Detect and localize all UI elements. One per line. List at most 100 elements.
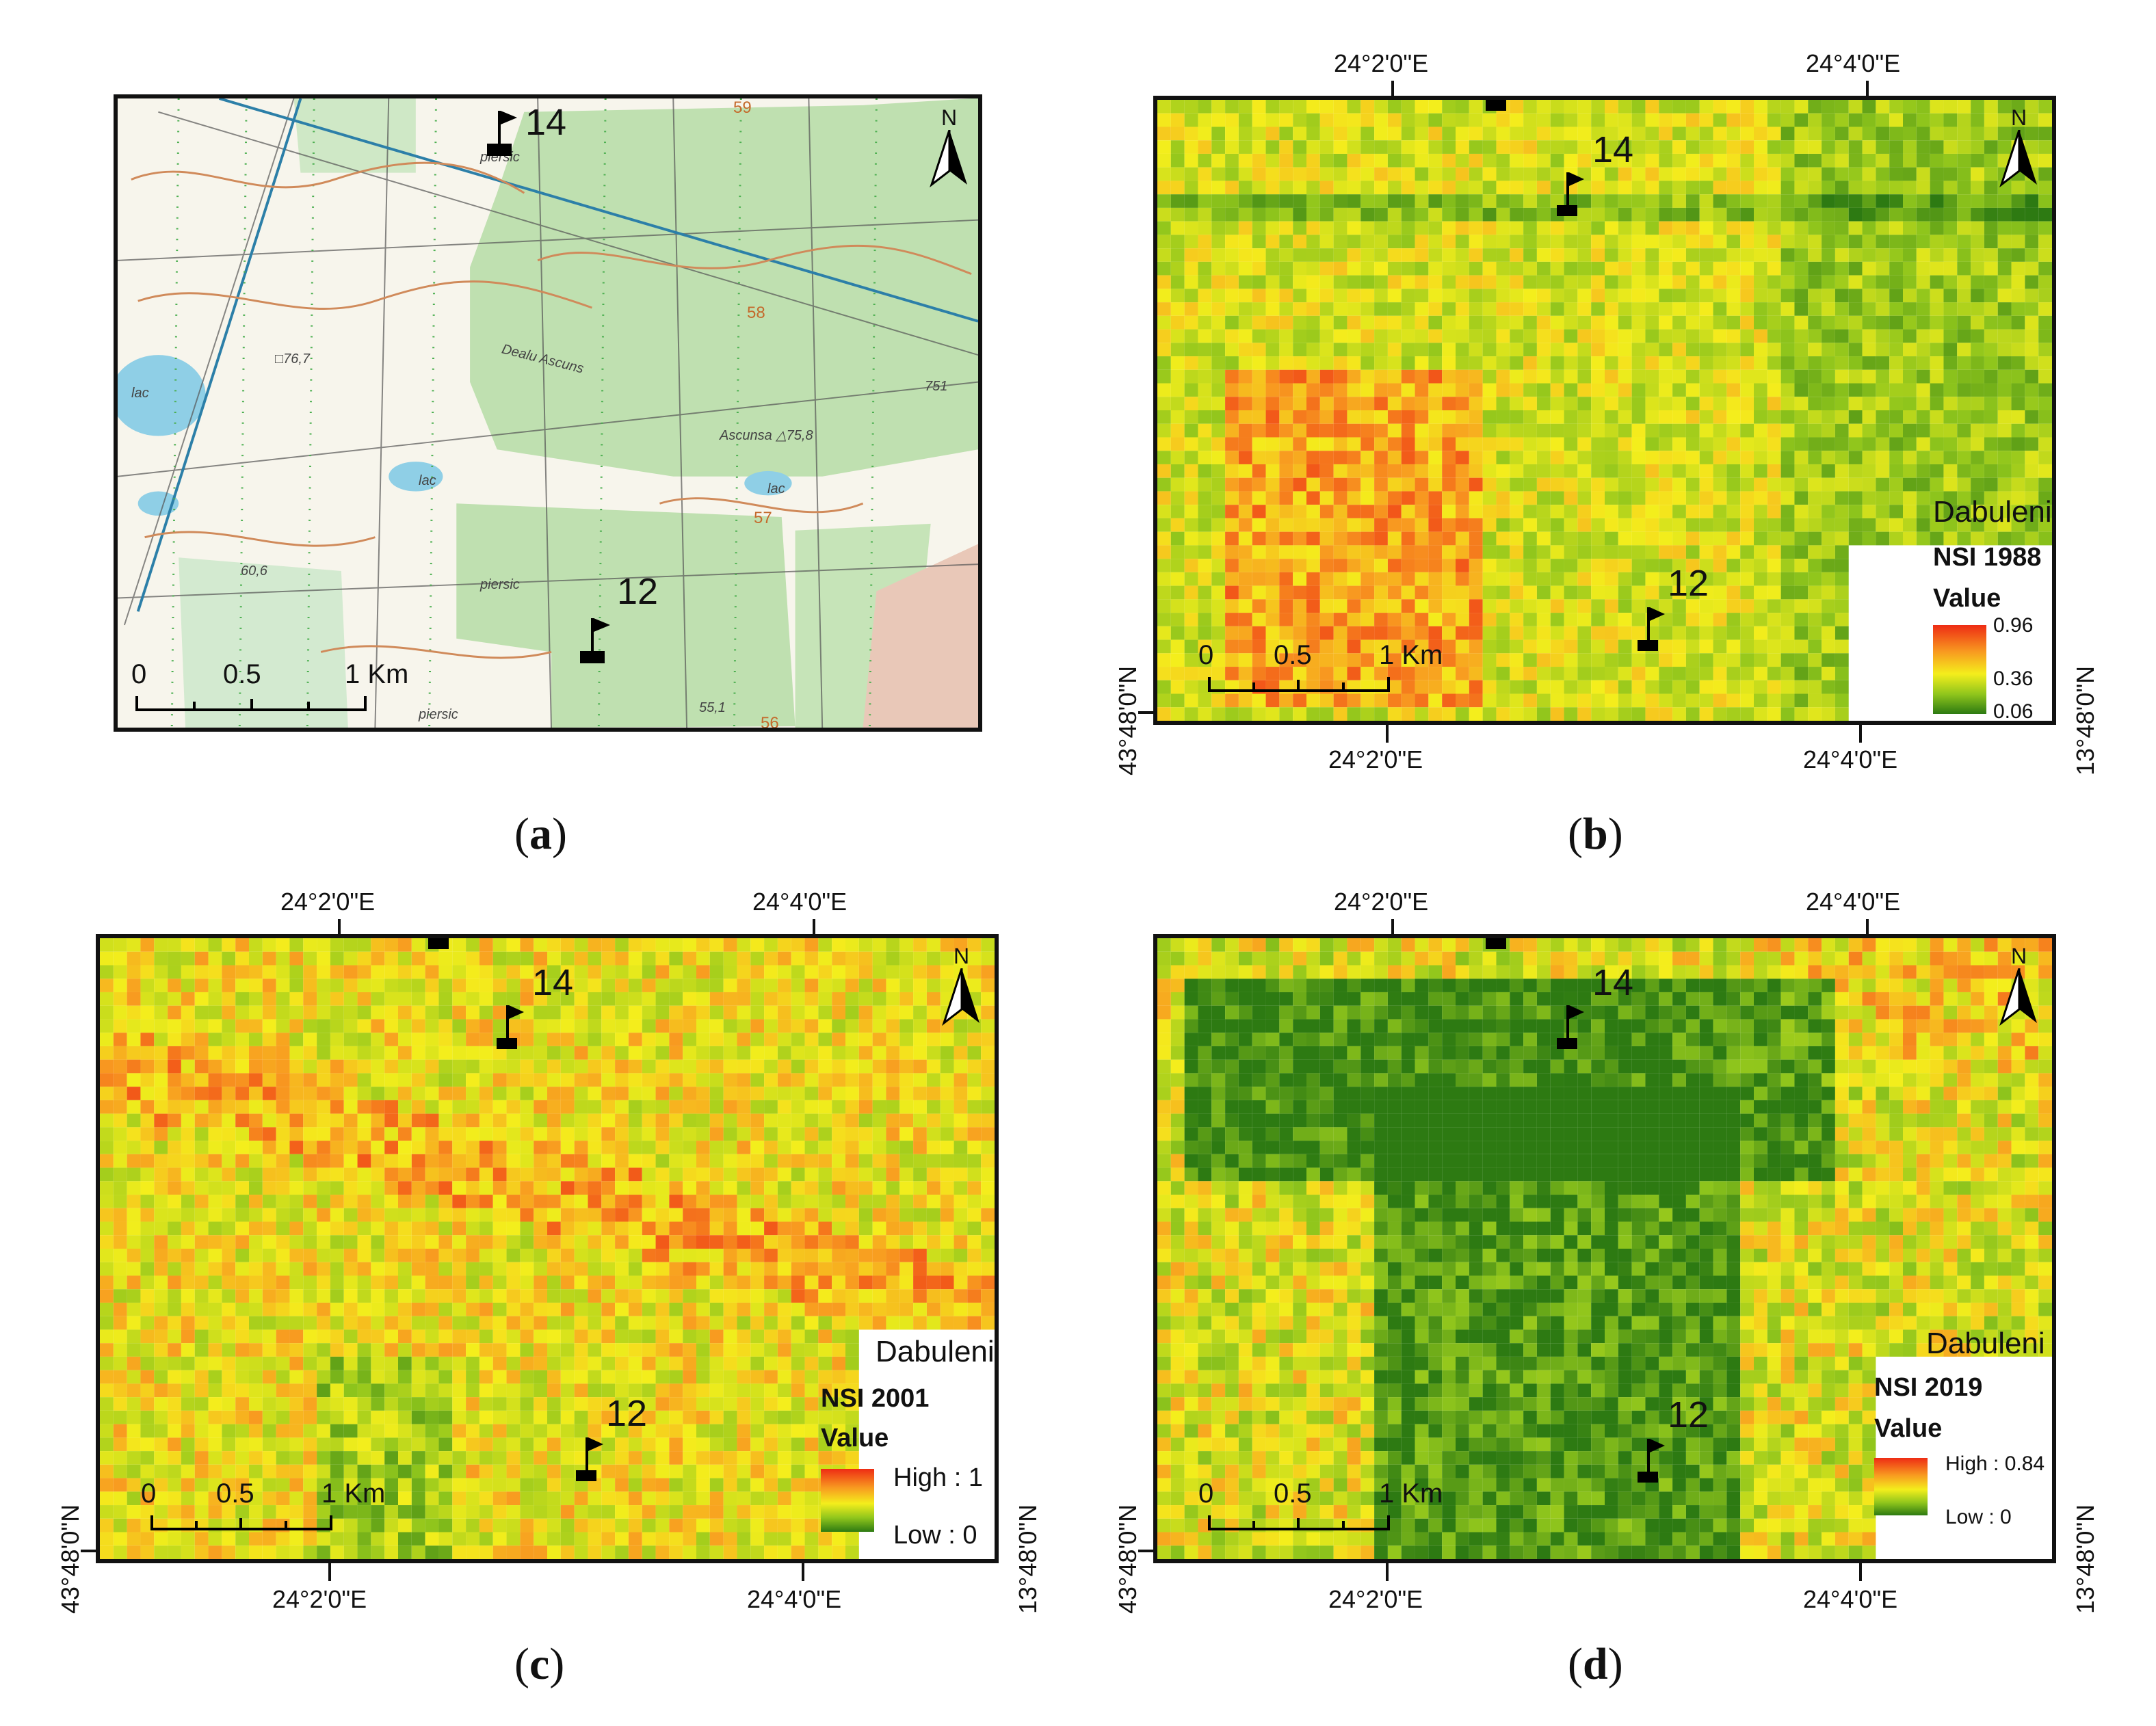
nsi-map-frame: 14 12 N 0 0.5 1 Km Dabuleni NSI 2001 Val…	[96, 934, 999, 1563]
lat-label-left: 43°48'0"N	[1114, 1504, 1142, 1614]
panel-a: Dealu Ascuns Ascunsa △75,8 □76,7 piersic…	[0, 0, 1078, 863]
tick	[1866, 81, 1869, 98]
lon-label-bottom-right: 24°4'0"E	[1803, 1585, 1898, 1613]
north-label: N	[2011, 105, 2027, 130]
legend-title: NSI 2019	[1874, 1373, 1983, 1402]
tick	[1859, 1563, 1862, 1581]
scale-tick-0: 0	[1198, 1478, 1214, 1509]
scale-bar-line	[150, 1515, 332, 1530]
tick	[1859, 725, 1862, 743]
tick	[1138, 711, 1156, 714]
legend-label-low: Low : 0	[893, 1521, 977, 1550]
legend-label-high: High : 1	[893, 1463, 983, 1492]
north-label: N	[941, 105, 958, 130]
map-label: piersic	[419, 707, 458, 722]
flag-icon	[576, 1437, 603, 1481]
map-label: □76,7	[275, 351, 311, 367]
north-label: N	[2011, 944, 2027, 968]
flag-icon	[497, 1005, 524, 1049]
caption-letter: b	[1582, 809, 1608, 859]
north-arrow: N	[1999, 105, 2040, 187]
nsi-map-frame: 14 12 N 0 0.5 1 Km Dabuleni NSI 1988 Val…	[1153, 96, 2056, 725]
north-arrow: N	[929, 105, 970, 187]
north-label: N	[954, 944, 970, 968]
legend-value-title: Value	[1874, 1414, 1943, 1443]
place-label: Dabuleni	[876, 1335, 995, 1368]
map-label: lac	[419, 473, 436, 488]
contour-number: 57	[754, 509, 772, 527]
tick	[81, 1550, 98, 1552]
place-label: Dabuleni	[1933, 495, 2052, 529]
legend-color-ramp	[1874, 1458, 1928, 1515]
contour-number: 59	[733, 98, 752, 117]
scale-tick-0: 0	[131, 659, 147, 689]
contour-number: 58	[747, 304, 765, 322]
caption-letter: c	[529, 1639, 550, 1689]
north-arrow: N	[941, 944, 982, 1026]
scale-bar-line	[1208, 677, 1390, 692]
scale-tick-half: 0.5	[1274, 640, 1312, 670]
flag-label-14: 14	[1592, 129, 1634, 170]
lon-label-top-right: 24°4'0"E	[1806, 888, 1901, 916]
scale-bar: 0 0.5 1 Km	[1198, 1478, 1472, 1533]
legend-label-high: 0.96	[1993, 614, 2034, 637]
caption-d: (d)	[1568, 1639, 1623, 1689]
north-arrow-icon	[942, 968, 980, 1026]
lat-label-right: 13°48'0"N	[2071, 665, 2099, 775]
lon-label-top-left: 24°2'0"E	[1334, 49, 1429, 77]
lon-label-top-left: 24°2'0"E	[1334, 888, 1429, 916]
flag-label-14: 14	[532, 962, 574, 1003]
lon-label-bottom-right: 24°4'0"E	[747, 1585, 842, 1613]
legend-title: NSI 2001	[821, 1384, 930, 1413]
topo-map	[118, 98, 978, 728]
lon-label-bottom-right: 24°4'0"E	[1803, 745, 1898, 773]
panel-d: 24°2'0"E 24°4'0"E 14 12 N 0 0.5 1 Km Dab…	[1078, 863, 2156, 1726]
scale-tick-half: 0.5	[1274, 1478, 1312, 1509]
scale-bar: 0 0.5 1 Km	[131, 659, 408, 714]
map-label: 55,1	[699, 700, 726, 715]
nsi-map-frame: 14 12 N 0 0.5 1 Km Dabuleni NSI 2019 Val…	[1153, 934, 2056, 1563]
flag-icon	[1486, 938, 1506, 949]
legend-label-low: 0.06	[1993, 700, 2034, 723]
scale-tick-half: 0.5	[216, 1478, 254, 1509]
lat-label-left: 43°48'0"N	[56, 1504, 84, 1614]
tick	[1866, 919, 1869, 937]
legend-label-high: High : 0.84	[1945, 1452, 2045, 1475]
contour-number: 56	[761, 714, 779, 732]
tick	[338, 919, 341, 937]
nsi-raster-map	[100, 938, 995, 1559]
nsi-raster-map	[1157, 938, 2052, 1559]
flag-icon	[487, 111, 517, 156]
legend-title: NSI 1988	[1933, 543, 2042, 572]
scale-tick-half: 0.5	[223, 659, 261, 689]
tick	[1386, 725, 1389, 743]
flag-icon	[1638, 1439, 1665, 1483]
flag-label-12: 12	[606, 1393, 648, 1434]
flag-icon	[1557, 172, 1584, 216]
tick	[1386, 1563, 1389, 1581]
topo-map-frame: Dealu Ascuns Ascunsa △75,8 □76,7 piersic…	[114, 94, 982, 732]
north-arrow-icon	[1999, 968, 2037, 1026]
map-label: piersic	[480, 577, 520, 592]
flag-label-12: 12	[1668, 563, 1709, 604]
scale-bar: 0 0.5 1 Km	[141, 1478, 415, 1533]
flag-icon	[1486, 100, 1506, 111]
place-label: Dabuleni	[1926, 1327, 2045, 1360]
scale-unit: 1 Km	[1379, 640, 1443, 670]
caption-a: (a)	[514, 809, 567, 859]
legend-color-ramp	[1933, 625, 1986, 714]
lon-label-top-right: 24°4'0"E	[1806, 49, 1901, 77]
tick	[1391, 81, 1394, 98]
map-label: lac	[767, 481, 785, 496]
flag-label-12: 12	[617, 571, 659, 612]
nsi-raster-map	[1157, 100, 2052, 721]
panel-b: 24°2'0"E 24°4'0"E 14 12 N 0 0.5 1 Km Dab…	[1078, 0, 2156, 863]
flag-icon	[580, 618, 610, 663]
caption-letter: d	[1582, 1639, 1608, 1689]
tick	[802, 1563, 804, 1581]
scale-bar: 0 0.5 1 Km	[1198, 640, 1472, 695]
legend-value-title: Value	[821, 1424, 889, 1452]
tick	[328, 1563, 331, 1581]
caption-letter: a	[529, 809, 552, 859]
flag-label-12: 12	[1668, 1394, 1709, 1435]
